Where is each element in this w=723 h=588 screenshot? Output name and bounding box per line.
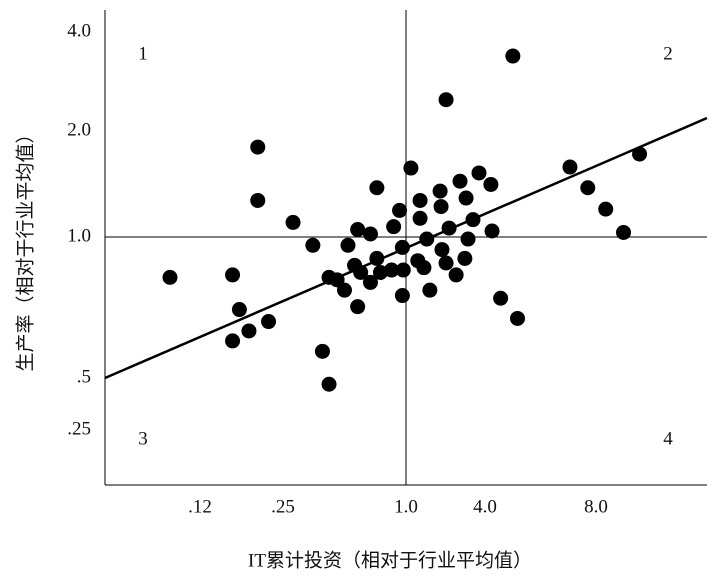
y-tick-label: 1.0	[67, 225, 91, 246]
x-tick-label: 8.0	[584, 496, 608, 517]
data-point	[241, 323, 257, 339]
quadrant-label: 2	[663, 43, 673, 64]
data-point	[412, 210, 428, 226]
data-point	[509, 310, 525, 326]
data-point	[580, 180, 596, 196]
data-point	[457, 250, 473, 266]
data-point	[471, 165, 487, 181]
data-point	[562, 159, 578, 175]
data-point	[337, 282, 352, 298]
data-point	[433, 199, 449, 215]
data-point	[452, 173, 468, 189]
data-point	[261, 314, 277, 330]
x-axis-title: IT累计投资（相对于行业平均值）	[248, 549, 532, 571]
data-point	[231, 302, 247, 318]
data-point	[250, 192, 266, 208]
data-point	[434, 242, 450, 258]
data-point	[422, 282, 438, 298]
data-point	[305, 237, 321, 253]
x-tick-label: .25	[271, 496, 295, 517]
data-point	[386, 219, 402, 235]
data-point	[505, 48, 521, 64]
data-point	[632, 146, 648, 162]
data-point	[162, 269, 178, 285]
data-point	[493, 290, 509, 306]
data-point	[458, 190, 474, 206]
data-point	[448, 267, 464, 283]
data-point	[394, 288, 410, 304]
quadrant-label: 4	[663, 428, 673, 449]
y-tick-label: .25	[67, 418, 91, 439]
data-point	[350, 222, 366, 238]
data-point	[438, 255, 454, 271]
data-point	[314, 343, 330, 359]
data-point	[321, 376, 337, 392]
trend-line	[104, 116, 708, 380]
data-point	[460, 231, 476, 247]
quadrant-label: 1	[138, 43, 148, 64]
y-tick-label: 2.0	[67, 119, 91, 140]
data-point	[432, 183, 448, 199]
data-point	[225, 267, 241, 283]
quadrant-label: 3	[138, 428, 148, 449]
data-point	[350, 299, 366, 315]
data-point	[225, 333, 241, 349]
data-point	[412, 192, 428, 208]
data-point	[362, 274, 378, 290]
data-point	[416, 260, 432, 276]
data-point	[369, 180, 385, 196]
x-tick-label: 4.0	[473, 496, 497, 517]
data-point	[616, 224, 632, 240]
data-point	[362, 226, 378, 242]
data-point	[403, 160, 419, 176]
data-point	[483, 176, 499, 192]
y-tick-label: 4.0	[67, 20, 91, 41]
data-point	[250, 139, 266, 155]
data-point	[598, 201, 614, 217]
data-point	[392, 202, 408, 218]
y-axis-title: 生产率（相对于行业平均值）	[14, 124, 36, 371]
x-tick-label: 1.0	[394, 496, 418, 517]
data-point	[438, 92, 454, 108]
data-point	[395, 262, 411, 278]
y-tick-label: .5	[77, 366, 91, 387]
data-point	[484, 223, 500, 239]
x-tick-label: .12	[188, 496, 212, 517]
data-point	[384, 262, 400, 278]
data-point	[285, 214, 301, 230]
data-point	[340, 237, 356, 253]
